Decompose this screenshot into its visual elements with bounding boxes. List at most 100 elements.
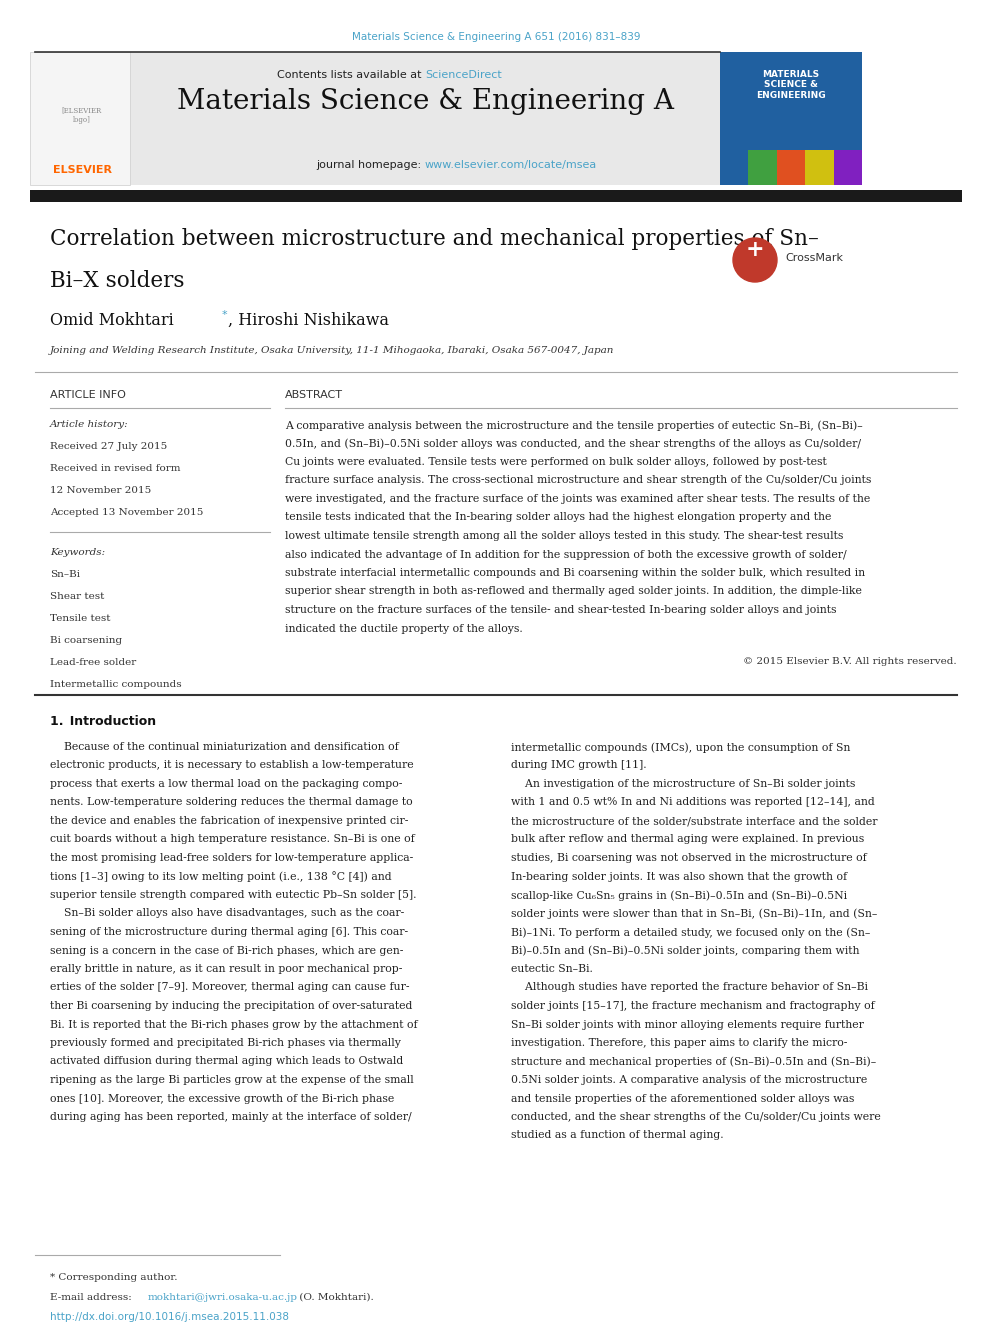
Text: structure on the fracture surfaces of the tensile- and shear-tested In-bearing s: structure on the fracture surfaces of th… (285, 605, 836, 615)
Text: Cu joints were evaluated. Tensile tests were performed on bulk solder alloys, fo: Cu joints were evaluated. Tensile tests … (285, 456, 826, 467)
Text: Because of the continual miniaturization and densification of: Because of the continual miniaturization… (50, 742, 399, 751)
Text: Tensile test: Tensile test (50, 614, 110, 623)
Text: indicated the ductile property of the alloys.: indicated the ductile property of the al… (285, 623, 523, 634)
Text: A comparative analysis between the microstructure and the tensile properties of : A comparative analysis between the micro… (285, 419, 863, 430)
Text: ripening as the large Bi particles grow at the expense of the small: ripening as the large Bi particles grow … (50, 1076, 414, 1085)
Text: Bi coarsening: Bi coarsening (50, 636, 122, 646)
Text: structure and mechanical properties of (Sn–Bi)–0.5In and (Sn–Bi)–: structure and mechanical properties of (… (511, 1057, 876, 1068)
Text: solder joints were slower than that in Sn–Bi, (Sn–Bi)–1In, and (Sn–: solder joints were slower than that in S… (511, 909, 877, 919)
Text: Accepted 13 November 2015: Accepted 13 November 2015 (50, 508, 203, 517)
Text: MATERIALS
SCIENCE &
ENGINEERING: MATERIALS SCIENCE & ENGINEERING (756, 70, 825, 99)
Text: electronic products, it is necessary to establish a low-temperature: electronic products, it is necessary to … (50, 761, 414, 770)
Text: * Corresponding author.: * Corresponding author. (50, 1273, 178, 1282)
Text: ther Bi coarsening by inducing the precipitation of over-saturated: ther Bi coarsening by inducing the preci… (50, 1002, 413, 1011)
Text: superior tensile strength compared with eutectic Pb–Sn solder [5].: superior tensile strength compared with … (50, 890, 417, 900)
Bar (777, 149, 806, 185)
Text: substrate interfacial intermetallic compounds and Bi coarsening within the solde: substrate interfacial intermetallic comp… (285, 568, 865, 578)
Text: activated diffusion during thermal aging which leads to Ostwald: activated diffusion during thermal aging… (50, 1057, 404, 1066)
Text: mokhtari@jwri.osaka-u.ac.jp: mokhtari@jwri.osaka-u.ac.jp (148, 1293, 298, 1302)
Text: the device and enables the fabrication of inexpensive printed cir-: the device and enables the fabrication o… (50, 816, 409, 826)
Text: journal homepage:: journal homepage: (316, 160, 425, 169)
FancyBboxPatch shape (30, 52, 130, 185)
Text: lowest ultimate tensile strength among all the solder alloys tested in this stud: lowest ultimate tensile strength among a… (285, 531, 843, 541)
Text: Omid Mokhtari: Omid Mokhtari (50, 312, 174, 329)
Text: Bi)–0.5In and (Sn–Bi)–0.5Ni solder joints, comparing them with: Bi)–0.5In and (Sn–Bi)–0.5Ni solder joint… (511, 946, 859, 957)
Bar (806, 149, 833, 185)
Text: Joining and Welding Research Institute, Osaka University, 11-1 Mihogaoka, Ibarak: Joining and Welding Research Institute, … (50, 347, 614, 355)
Text: www.elsevier.com/locate/msea: www.elsevier.com/locate/msea (425, 160, 597, 169)
Text: Although studies have reported the fracture behavior of Sn–Bi: Although studies have reported the fract… (511, 983, 868, 992)
Circle shape (733, 238, 777, 282)
Text: Sn–Bi: Sn–Bi (50, 570, 80, 579)
Text: 0.5Ni solder joints. A comparative analysis of the microstructure: 0.5Ni solder joints. A comparative analy… (511, 1076, 867, 1085)
Text: E-mail address:: E-mail address: (50, 1293, 135, 1302)
Text: studies, Bi coarsening was not observed in the microstructure of: studies, Bi coarsening was not observed … (511, 853, 867, 863)
Text: erally brittle in nature, as it can result in poor mechanical prop-: erally brittle in nature, as it can resu… (50, 964, 403, 974)
Text: Keywords:: Keywords: (50, 548, 105, 557)
FancyBboxPatch shape (130, 52, 720, 185)
Text: sening of the microstructure during thermal aging [6]. This coar-: sening of the microstructure during ther… (50, 927, 408, 937)
Text: were investigated, and the fracture surface of the joints was examined after she: were investigated, and the fracture surf… (285, 493, 870, 504)
Text: during aging has been reported, mainly at the interface of solder/: during aging has been reported, mainly a… (50, 1113, 412, 1122)
Text: also indicated the advantage of In addition for the suppression of both the exce: also indicated the advantage of In addit… (285, 549, 846, 560)
Text: ScienceDirect: ScienceDirect (425, 70, 502, 79)
Text: Bi)–1Ni. To perform a detailed study, we focused only on the (Sn–: Bi)–1Ni. To perform a detailed study, we… (511, 927, 870, 938)
Text: during IMC growth [11].: during IMC growth [11]. (511, 761, 647, 770)
Text: sening is a concern in the case of Bi-rich phases, which are gen-: sening is a concern in the case of Bi-ri… (50, 946, 404, 955)
Text: fracture surface analysis. The cross-sectional microstructure and shear strength: fracture surface analysis. The cross-sec… (285, 475, 871, 486)
Text: with 1 and 0.5 wt% In and Ni additions was reported [12–14], and: with 1 and 0.5 wt% In and Ni additions w… (511, 798, 875, 807)
Text: Materials Science & Engineering A 651 (2016) 831–839: Materials Science & Engineering A 651 (2… (352, 32, 640, 42)
Text: Lead-free solder: Lead-free solder (50, 658, 136, 667)
Text: , Hiroshi Nishikawa: , Hiroshi Nishikawa (228, 312, 389, 329)
Text: ARTICLE INFO: ARTICLE INFO (50, 390, 126, 400)
Text: Contents lists available at: Contents lists available at (277, 70, 425, 79)
Text: 12 November 2015: 12 November 2015 (50, 486, 151, 495)
Text: bulk after reflow and thermal aging were explained. In previous: bulk after reflow and thermal aging were… (511, 835, 864, 844)
Text: Intermetallic compounds: Intermetallic compounds (50, 680, 182, 689)
Text: and tensile properties of the aforementioned solder alloys was: and tensile properties of the aforementi… (511, 1094, 854, 1103)
Text: Article history:: Article history: (50, 419, 129, 429)
Text: Received in revised form: Received in revised form (50, 464, 181, 474)
Text: cuit boards without a high temperature resistance. Sn–Bi is one of: cuit boards without a high temperature r… (50, 835, 415, 844)
Text: +: + (746, 239, 764, 261)
Text: Correlation between microstructure and mechanical properties of Sn–: Correlation between microstructure and m… (50, 228, 818, 250)
Text: the most promising lead-free solders for low-temperature applica-: the most promising lead-free solders for… (50, 853, 414, 863)
Text: Materials Science & Engineering A: Materials Science & Engineering A (177, 89, 674, 115)
Text: Bi–X solders: Bi–X solders (50, 270, 185, 292)
Text: studied as a function of thermal aging.: studied as a function of thermal aging. (511, 1130, 723, 1140)
Text: superior shear strength in both as-reflowed and thermally aged solder joints. In: superior shear strength in both as-reflo… (285, 586, 862, 597)
Text: intermetallic compounds (IMCs), upon the consumption of Sn: intermetallic compounds (IMCs), upon the… (511, 742, 850, 753)
Text: 1. Introduction: 1. Introduction (50, 714, 156, 728)
Text: erties of the solder [7–9]. Moreover, thermal aging can cause fur-: erties of the solder [7–9]. Moreover, th… (50, 983, 410, 992)
Text: the microstructure of the solder/substrate interface and the solder: the microstructure of the solder/substra… (511, 816, 878, 826)
Text: scallop-like Cu₆Sn₅ grains in (Sn–Bi)–0.5In and (Sn–Bi)–0.5Ni: scallop-like Cu₆Sn₅ grains in (Sn–Bi)–0.… (511, 890, 847, 901)
Text: 0.5In, and (Sn–Bi)–0.5Ni solder alloys was conducted, and the shear strengths of: 0.5In, and (Sn–Bi)–0.5Ni solder alloys w… (285, 438, 861, 448)
Bar (833, 149, 862, 185)
Text: investigation. Therefore, this paper aims to clarify the micro-: investigation. Therefore, this paper aim… (511, 1039, 847, 1048)
Bar (748, 149, 777, 185)
Bar (30, 191, 962, 202)
Text: Shear test: Shear test (50, 591, 104, 601)
Text: conducted, and the shear strengths of the Cu/solder/Cu joints were: conducted, and the shear strengths of th… (511, 1113, 881, 1122)
Text: An investigation of the microstructure of Sn–Bi solder joints: An investigation of the microstructure o… (511, 779, 855, 789)
Text: previously formed and precipitated Bi-rich phases via thermally: previously formed and precipitated Bi-ri… (50, 1039, 401, 1048)
Text: © 2015 Elsevier B.V. All rights reserved.: © 2015 Elsevier B.V. All rights reserved… (743, 658, 957, 665)
Text: solder joints [15–17], the fracture mechanism and fractography of: solder joints [15–17], the fracture mech… (511, 1002, 875, 1011)
Text: ELSEVIER: ELSEVIER (53, 165, 111, 175)
Bar (720, 149, 748, 185)
Text: *: * (222, 310, 227, 320)
FancyBboxPatch shape (720, 52, 862, 185)
Text: ABSTRACT: ABSTRACT (285, 390, 343, 400)
Text: Received 27 July 2015: Received 27 July 2015 (50, 442, 168, 451)
Text: In-bearing solder joints. It was also shown that the growth of: In-bearing solder joints. It was also sh… (511, 872, 847, 881)
Text: tions [1–3] owing to its low melting point (i.e., 138 °C [4]) and: tions [1–3] owing to its low melting poi… (50, 872, 392, 882)
Text: Bi. It is reported that the Bi-rich phases grow by the attachment of: Bi. It is reported that the Bi-rich phas… (50, 1020, 418, 1029)
Text: eutectic Sn–Bi.: eutectic Sn–Bi. (511, 964, 593, 974)
Text: [ELSEVIER
logo]: [ELSEVIER logo] (62, 106, 102, 123)
Text: http://dx.doi.org/10.1016/j.msea.2015.11.038: http://dx.doi.org/10.1016/j.msea.2015.11… (50, 1312, 289, 1322)
Text: CrossMark: CrossMark (785, 253, 843, 263)
Text: tensile tests indicated that the In-bearing solder alloys had the highest elonga: tensile tests indicated that the In-bear… (285, 512, 831, 523)
Text: process that exerts a low thermal load on the packaging compo-: process that exerts a low thermal load o… (50, 779, 403, 789)
Text: ones [10]. Moreover, the excessive growth of the Bi-rich phase: ones [10]. Moreover, the excessive growt… (50, 1094, 394, 1103)
Text: Sn–Bi solder joints with minor alloying elements require further: Sn–Bi solder joints with minor alloying … (511, 1020, 864, 1029)
